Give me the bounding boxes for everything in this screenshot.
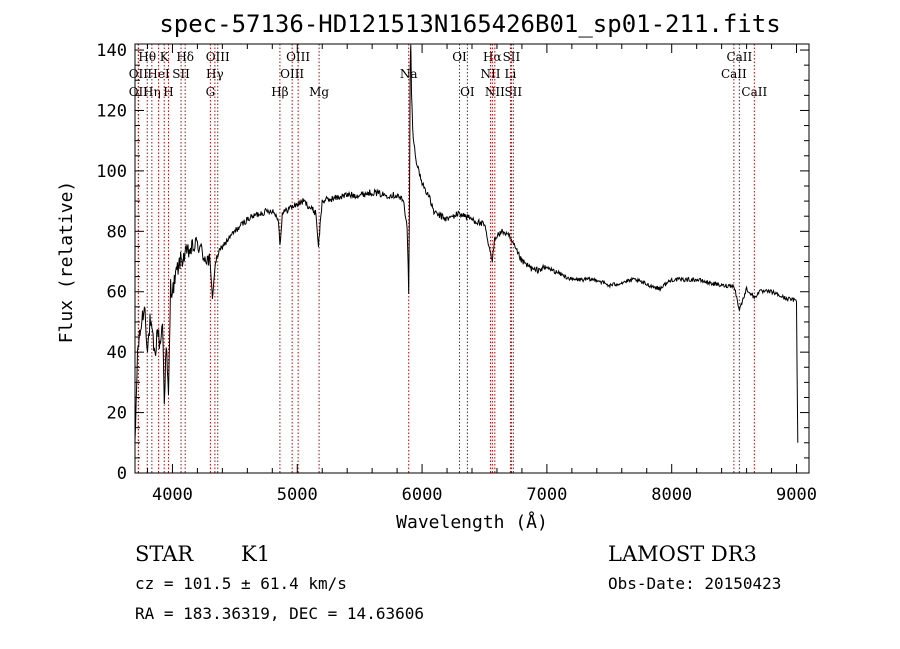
coordinates: RA = 183.36319, DEC = 14.63606 [135,604,424,623]
line-marker-label: CaII [721,67,747,81]
redshift-velocity: cz = 101.5 ± 61.4 km/s [135,574,347,593]
line-marker-label: Hβ [271,85,288,99]
survey-name: LAMOST DR3 [608,542,757,566]
line-marker-label: NII [480,67,500,81]
x-axis: 4000 5000 6000 7000 8000 9000 [146,44,817,505]
chart-title: spec-57136-HD121513N165426B01_sp01-211.f… [159,10,780,38]
x-tick-label: 8000 [651,485,692,505]
line-marker-label: OI [452,50,467,64]
spectrum-line [134,44,799,443]
y-axis: 0 20 40 60 80 100 120 140 [96,41,809,484]
line-marker-label: HeI [147,67,170,81]
y-tick-label: 140 [96,41,127,61]
object-subclass: K1 [241,542,270,566]
line-marker-label: K [160,50,170,64]
y-tick-label: 60 [107,283,127,303]
y-tick-label: 80 [107,222,127,242]
x-tick-label: 7000 [526,485,567,505]
line-marker-label: OIII [286,50,310,64]
line-marker-label: SII [172,67,190,81]
x-tick-label: 6000 [402,485,443,505]
line-marker-label: Hθ [138,50,156,64]
line-marker-label: Mg [309,85,329,99]
y-tick-label: 0 [117,464,127,484]
line-marker-label: G [206,85,216,99]
line-marker-label: Hα [483,50,502,64]
line-marker-label: NII [485,85,505,99]
line-marker-label: OIII [206,50,230,64]
object-class: STAR [135,542,194,566]
line-marker-label: OII [129,67,149,81]
line-marker-label: Hη [143,85,161,99]
line-marker-label: Li [505,67,517,81]
y-axis-label: Flux (relative) [56,181,77,344]
x-axis-label: Wavelength (Å) [396,511,548,533]
x-tick-label: 5000 [277,485,318,505]
line-marker-label: Na [400,67,418,81]
line-marker-label: OI [460,85,475,99]
y-tick-label: 20 [107,404,127,424]
line-marker-label: Hγ [206,67,224,81]
observation-date: Obs-Date: 20150423 [608,574,781,593]
y-tick-label: 100 [96,162,127,182]
line-marker-label: OII [129,85,149,99]
plot-frame [134,43,810,474]
y-tick-label: 40 [107,343,127,363]
line-marker-label: CaII [726,50,752,64]
x-tick-label: 9000 [776,485,817,505]
line-marker-label: OIII [280,67,304,81]
line-marker-label: CaII [741,85,767,99]
line-marker-label: SII [503,50,521,64]
spectrum-series [134,44,799,443]
line-marker-label: SII [504,85,522,99]
x-tick-label: 4000 [152,485,193,505]
line-marker-label: H [163,85,173,99]
y-tick-label: 120 [96,101,127,121]
line-marker-label: Hδ [176,50,194,64]
